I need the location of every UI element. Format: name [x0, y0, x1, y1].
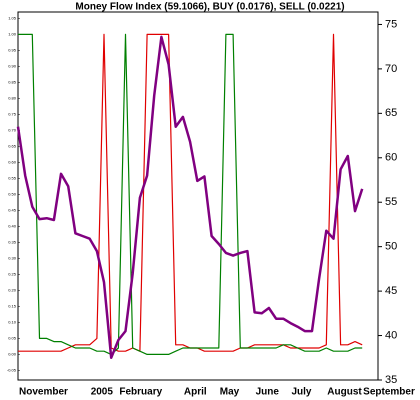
y-tick-label: 0.15 [8, 303, 17, 308]
y-tick-label: 0.85 [8, 79, 17, 84]
y-tick-label: -0.05 [7, 367, 17, 372]
y-tick-label: 0.00 [8, 351, 17, 356]
y-tick-label: 0.30 [8, 255, 17, 260]
y2-tick-label: 35 [385, 374, 397, 386]
x-tick-label: May [220, 387, 240, 398]
x-tick-label: July [291, 387, 311, 398]
x-tick-label: August [327, 387, 362, 398]
y2-tick-label: 75 [385, 18, 397, 30]
data-line [16, 35, 364, 360]
y-tick-label: 0.35 [8, 239, 17, 244]
plot-frame [17, 11, 379, 381]
x-tick-label: 2005 [91, 387, 114, 398]
y2-tick-label: 40 [385, 329, 397, 341]
y2-tick-label: 50 [385, 241, 397, 253]
y-tick-label: 0.90 [8, 63, 17, 68]
y-tick-label: 0.80 [8, 95, 17, 100]
y-tick-label: 0.40 [8, 223, 17, 228]
y-tick-label: 0.05 [8, 335, 17, 340]
x-tick-label: June [256, 387, 280, 398]
x-tick-label: April [184, 387, 207, 398]
y-tick-label: 1.05 [8, 15, 17, 20]
y-tick-label: 0.95 [8, 47, 17, 52]
y-tick-label: 1.00 [8, 31, 17, 36]
y-tick-label: 0.70 [8, 127, 17, 132]
x-tick-label: September [363, 387, 415, 398]
y-tick-label: 0.55 [8, 175, 17, 180]
chart-title: Money Flow Index (59.1066), BUY (0.0176)… [75, 2, 344, 13]
y2-tick-label: 65 [385, 107, 397, 119]
y-tick-label: 0.75 [8, 111, 17, 116]
y-tick-label: 0.20 [8, 287, 17, 292]
y-tick-label: 0.60 [8, 159, 17, 164]
x-tick-label: November [19, 387, 68, 398]
y-tick-label: 0.25 [8, 271, 17, 276]
y-tick-label: 0.45 [8, 207, 17, 212]
y-tick-label: 0.10 [8, 319, 17, 324]
y-tick-label: 0.50 [8, 191, 17, 196]
y2-tick-label: 45 [385, 285, 397, 297]
y2-tick-label: 60 [385, 152, 397, 164]
x-tick-label: February [119, 387, 162, 398]
y-tick-label: 0.65 [8, 143, 17, 148]
data-line [18, 33, 363, 355]
y2-tick-label: 70 [385, 63, 397, 75]
y2-tick-label: 55 [385, 196, 397, 208]
